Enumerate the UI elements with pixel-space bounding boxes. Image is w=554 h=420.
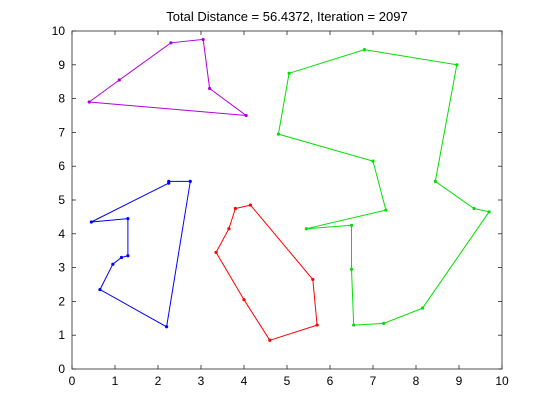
y-tick-label: 1 [58, 328, 65, 342]
route-point [420, 306, 425, 310]
route-point [87, 100, 91, 104]
route-series-3 [89, 179, 192, 329]
x-tick-label: 3 [198, 374, 205, 388]
route-point [111, 262, 115, 266]
route-point [167, 181, 171, 185]
route-point [169, 41, 173, 45]
x-tick-label: 6 [327, 374, 334, 388]
route-point [311, 277, 315, 282]
x-tick-label: 10 [495, 374, 509, 388]
y-tick-label: 2 [58, 294, 65, 308]
route-line [277, 49, 490, 326]
route-point [98, 287, 102, 292]
route-point [276, 132, 280, 136]
x-tick-label: 9 [456, 374, 463, 388]
series-layer [87, 37, 491, 342]
route-series-2 [276, 47, 491, 327]
route-point [349, 267, 354, 271]
chart-title: Total Distance = 56.4372, Iteration = 20… [166, 9, 408, 24]
x-tick-label: 0 [69, 374, 76, 388]
route-point [89, 220, 93, 224]
plot-area-frame [71, 30, 503, 370]
y-tick-label: 4 [58, 227, 65, 241]
route-point [384, 208, 388, 212]
x-tick-label: 1 [112, 374, 119, 388]
route-point [304, 227, 308, 231]
route-point [287, 71, 291, 75]
y-tick-label: 6 [58, 159, 65, 173]
x-tick-label: 5 [284, 374, 291, 388]
route-point [227, 227, 231, 231]
y-tick-label: 10 [52, 24, 66, 38]
route-point [352, 323, 356, 327]
route-point [165, 325, 169, 329]
route-point [268, 338, 272, 342]
y-tick-label: 7 [58, 125, 65, 139]
x-tick-label: 7 [370, 374, 377, 388]
y-tick-label: 3 [58, 261, 65, 275]
route-point [201, 37, 205, 42]
route-point [349, 223, 354, 227]
x-tick-label: 8 [413, 374, 420, 388]
axes-layer: 0 1 2 3 4 5 6 7 8 9 10 0 1 2 3 4 5 6 7 8 9 10 [52, 24, 509, 388]
route-point [248, 203, 253, 207]
y-tick-label: 0 [58, 362, 65, 376]
route-point [117, 78, 121, 82]
route-point [244, 113, 248, 118]
route-point [315, 323, 319, 327]
route-point [126, 254, 130, 258]
route-point [126, 216, 130, 221]
route-point [455, 63, 459, 67]
route-point [433, 179, 437, 184]
route-point [233, 206, 237, 211]
route-point [242, 298, 246, 302]
y-tick-label: 9 [58, 58, 65, 72]
route-point [371, 159, 375, 163]
y-tick-label: 5 [58, 193, 65, 207]
route-point [472, 206, 476, 211]
route-point [487, 210, 491, 214]
route-point [382, 321, 386, 325]
y-tick-label: 8 [58, 92, 65, 106]
route-point [208, 86, 212, 91]
route-point [362, 47, 366, 52]
route-series-4 [214, 203, 319, 342]
x-tick-label: 4 [241, 374, 248, 388]
route-point [214, 250, 218, 254]
route-point [188, 179, 192, 184]
route-point [119, 255, 124, 260]
route-series-1 [87, 37, 248, 118]
x-tick-label: 2 [155, 374, 162, 388]
